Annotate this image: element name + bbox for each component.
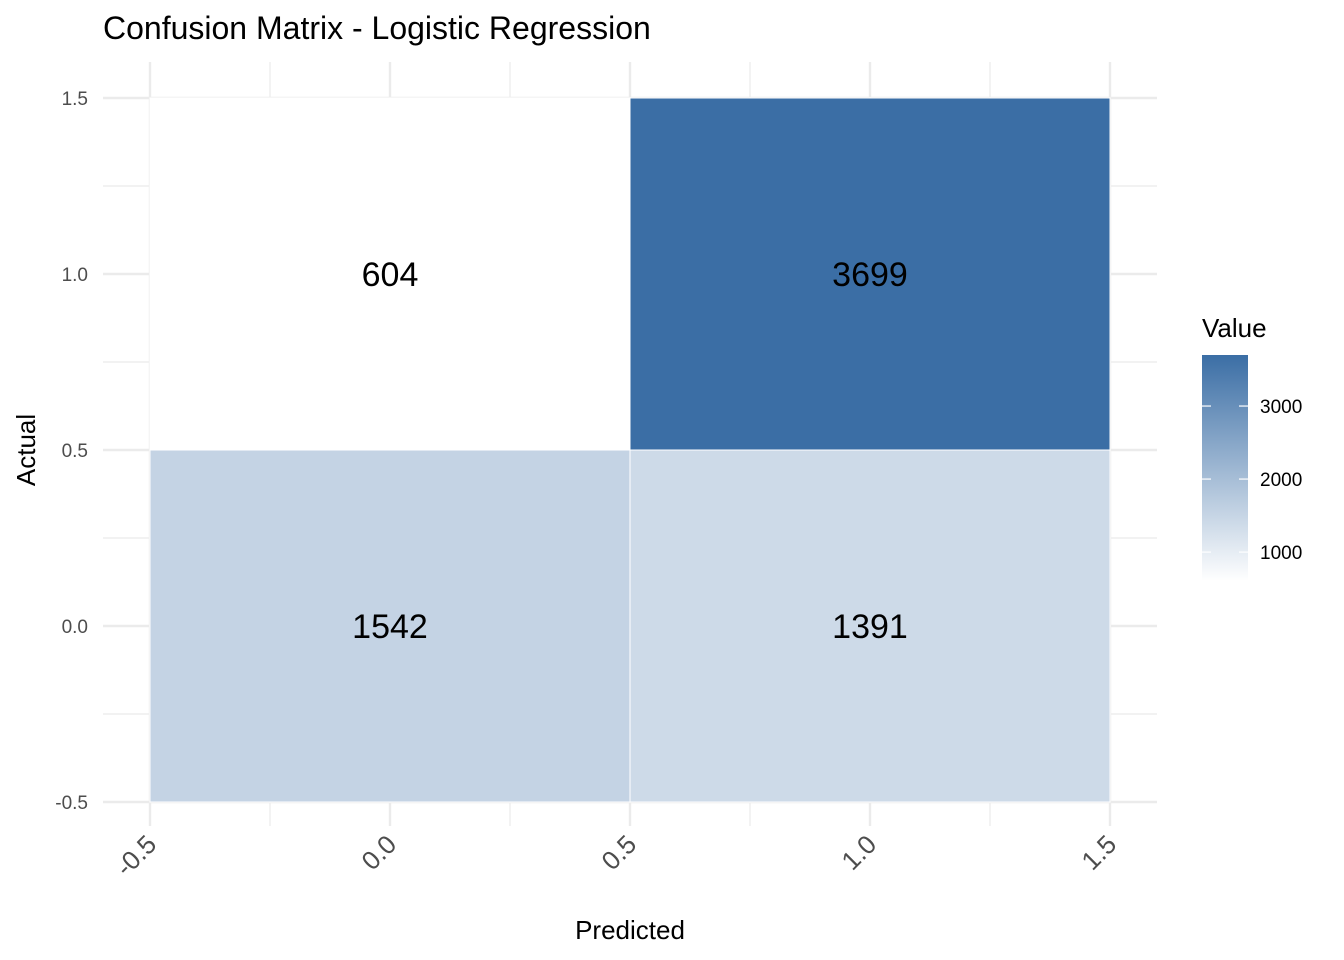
cell-value-label: 604 — [362, 256, 419, 294]
legend-ticks: 1000 2000 3000 — [1202, 397, 1302, 564]
cell-value-label: 1542 — [352, 608, 428, 646]
heatmap-cell — [629, 449, 1111, 803]
x-tick-label: 0.0 — [355, 829, 402, 876]
x-tick-label: 1.5 — [1075, 829, 1122, 876]
x-axis-ticks: -0.5 0.0 0.5 1.0 1.5 — [109, 829, 1122, 882]
y-tick-label: 1.5 — [62, 89, 88, 110]
heatmap-cell — [149, 97, 631, 451]
cell-value-label: 3699 — [832, 256, 908, 294]
legend-color-bar — [1202, 355, 1248, 581]
y-tick-label: -0.5 — [55, 793, 88, 814]
legend-tick-label: 2000 — [1260, 470, 1302, 491]
y-tick-label: 0.0 — [62, 617, 88, 638]
heatmap-cells — [149, 97, 1111, 803]
y-axis-title: Actual — [11, 414, 41, 486]
chart-title: Confusion Matrix - Logistic Regression — [103, 10, 651, 46]
color-legend: Value 1000 2000 3000 — [1202, 313, 1302, 581]
legend-tick-label: 3000 — [1260, 397, 1302, 418]
legend-title: Value — [1202, 313, 1267, 343]
x-tick-label: -0.5 — [109, 829, 162, 882]
cell-value-label: 1391 — [832, 608, 908, 646]
x-tick-label: 0.5 — [595, 829, 642, 876]
cell-value-labels: 1542 1391 604 3699 — [352, 256, 908, 646]
heatmap-cell — [629, 97, 1111, 451]
legend-tick-label: 1000 — [1260, 543, 1302, 564]
x-axis-title: Predicted — [575, 915, 685, 945]
heatmap-cell — [149, 449, 631, 803]
y-axis-ticks: -0.5 0.0 0.5 1.0 1.5 — [55, 89, 88, 814]
y-tick-label: 1.0 — [62, 265, 88, 286]
x-tick-label: 1.0 — [835, 829, 882, 876]
y-tick-label: 0.5 — [62, 441, 88, 462]
